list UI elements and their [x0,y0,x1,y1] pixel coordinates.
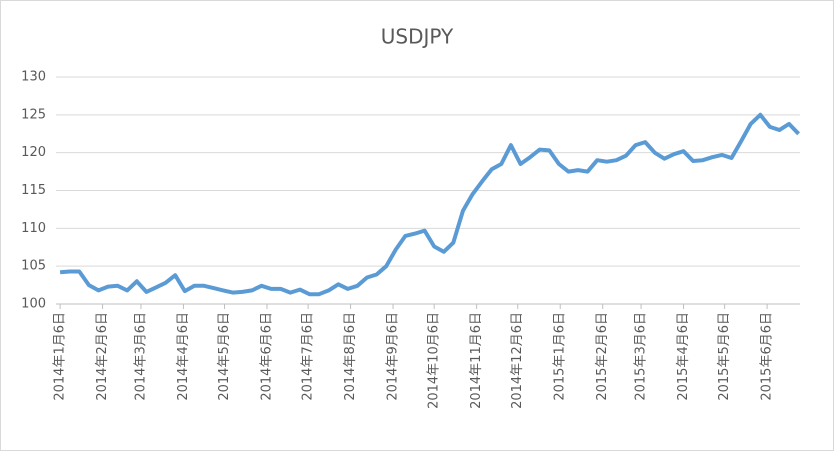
y-tick-label: 130 [21,70,46,85]
x-tick-label: 2015年4月6日 [676,312,691,401]
x-tick-label: 2014年2月6日 [95,312,110,401]
x-tick-label: 2014年3月6日 [133,312,148,401]
x-tick-label: 2015年2月6日 [595,312,610,401]
x-tick-label: 2014年4月6日 [176,312,191,401]
x-tick-label: 2015年1月6日 [553,312,568,401]
series-line [59,112,801,297]
x-tick-label: 2014年1月6日 [53,312,68,401]
x-tick-label: 2014年5月6日 [217,312,232,401]
x-tick-label: 2015年3月6日 [634,312,649,401]
x-tick-label: 2014年9月6日 [386,312,401,401]
x-tick-label: 2015年6月6日 [760,312,775,401]
y-tick-label: 100 [21,297,46,312]
x-tick-label: 2014年8月6日 [343,312,358,401]
y-tick-label: 115 [21,183,46,198]
y-tick-label: 110 [21,221,46,236]
x-tick-label: 2014年6月6日 [260,312,275,401]
x-tick-label: 2014年11月6日 [469,312,484,409]
x-tick-label: 2015年5月6日 [717,312,732,401]
y-tick-label: 120 [21,145,46,160]
y-tick-label: 105 [21,259,46,274]
x-tick-label: 2014年12月6日 [510,312,525,409]
chart-title: USDJPY [381,25,454,49]
x-tick-label: 2014年10月6日 [427,312,442,409]
y-tick-label: 125 [21,107,46,122]
x-tick-label: 2014年7月6日 [301,312,316,401]
